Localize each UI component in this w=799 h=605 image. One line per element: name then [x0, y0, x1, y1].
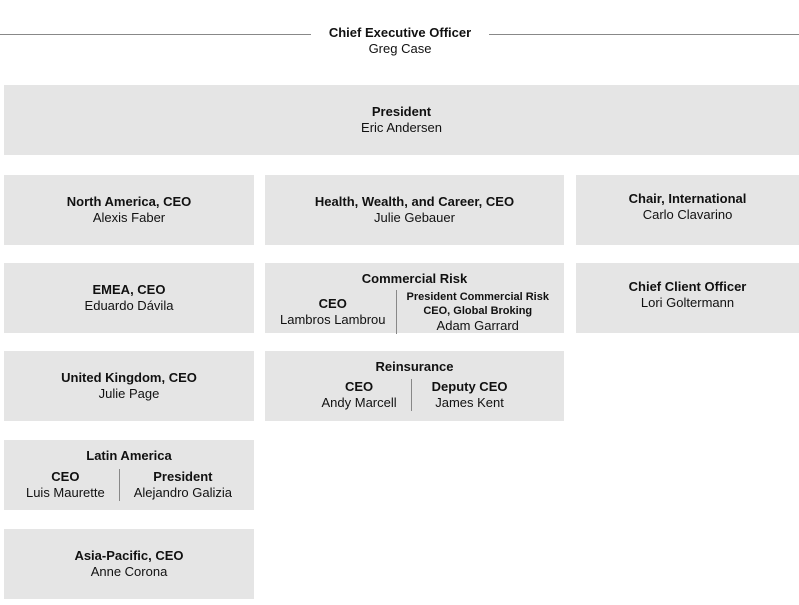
emea-node: EMEA, CEO Eduardo Dávila [4, 263, 254, 333]
reinsurance-title: Reinsurance [375, 359, 454, 374]
commercial-risk-divider [395, 290, 397, 334]
hwc-node: Health, Wealth, and Career, CEO Julie Ge… [265, 175, 564, 245]
ceo-node: Chief Executive Officer Greg Case [311, 25, 489, 57]
north-america-node: North America, CEO Alexis Faber [4, 175, 254, 245]
asia-pacific-title: Asia-Pacific, CEO [74, 548, 184, 563]
chief-client-officer-node: Chief Client Officer Lori Goltermann [576, 263, 799, 333]
chief-client-officer-name: Lori Goltermann [640, 295, 735, 310]
asia-pacific-name: Anne Corona [90, 564, 168, 579]
chair-international-node: Chair, International Carlo Clavarino [576, 175, 799, 245]
reinsurance-deputy-ceo-title: Deputy CEO [431, 379, 508, 394]
latin-america-title: Latin America [86, 448, 172, 463]
chief-client-officer-title: Chief Client Officer [628, 279, 747, 294]
hwc-name: Julie Gebauer [374, 210, 455, 225]
ceo-name: Greg Case [368, 41, 432, 56]
ceo-line-right [489, 34, 799, 35]
chair-international-name: Carlo Clavarino [642, 207, 733, 222]
latin-america-president-title: President [153, 469, 213, 484]
emea-name: Eduardo Dávila [84, 298, 174, 313]
president-node: President Eric Andersen [4, 85, 799, 155]
north-america-title: North America, CEO [66, 194, 192, 209]
latin-america-node: Latin America CEO Luis Maurette Presiden… [4, 440, 254, 510]
reinsurance-divider [410, 379, 412, 411]
reinsurance-deputy-ceo-name: James Kent [435, 395, 504, 410]
latin-america-president-name: Alejandro Galizia [133, 485, 233, 500]
latin-america-ceo-name: Luis Maurette [25, 485, 105, 500]
latin-america-ceo-title: CEO [51, 469, 80, 484]
asia-pacific-node: Asia-Pacific, CEO Anne Corona [4, 529, 254, 599]
ceo-line-left [0, 34, 311, 35]
commercial-risk-ceo-name: Lambros Lambrou [280, 312, 386, 327]
reinsurance-ceo-title: CEO [344, 379, 374, 394]
commercial-risk-node: Commercial Risk CEO Lambros Lambrou Pres… [265, 263, 564, 334]
commercial-risk-president-title: President Commercial Risk [406, 291, 549, 303]
reinsurance-ceo-name: Andy Marcell [321, 395, 397, 410]
president-name: Eric Andersen [361, 120, 442, 135]
chair-international-title: Chair, International [628, 191, 747, 206]
ceo-title: Chief Executive Officer [328, 25, 472, 40]
president-title: President [371, 104, 432, 119]
uk-title: United Kingdom, CEO [61, 370, 197, 385]
commercial-risk-global-broking-title: CEO, Global Broking [423, 305, 533, 317]
commercial-risk-president-name: Adam Garrard [436, 318, 519, 333]
emea-title: EMEA, CEO [92, 282, 166, 297]
latin-america-divider [118, 469, 120, 501]
hwc-title: Health, Wealth, and Career, CEO [314, 194, 515, 209]
uk-node: United Kingdom, CEO Julie Page [4, 351, 254, 421]
north-america-name: Alexis Faber [92, 210, 166, 225]
uk-name: Julie Page [98, 386, 160, 401]
reinsurance-node: Reinsurance CEO Andy Marcell Deputy CEO … [265, 351, 564, 421]
commercial-risk-title: Commercial Risk [361, 271, 468, 286]
commercial-risk-ceo-title: CEO [318, 296, 347, 311]
